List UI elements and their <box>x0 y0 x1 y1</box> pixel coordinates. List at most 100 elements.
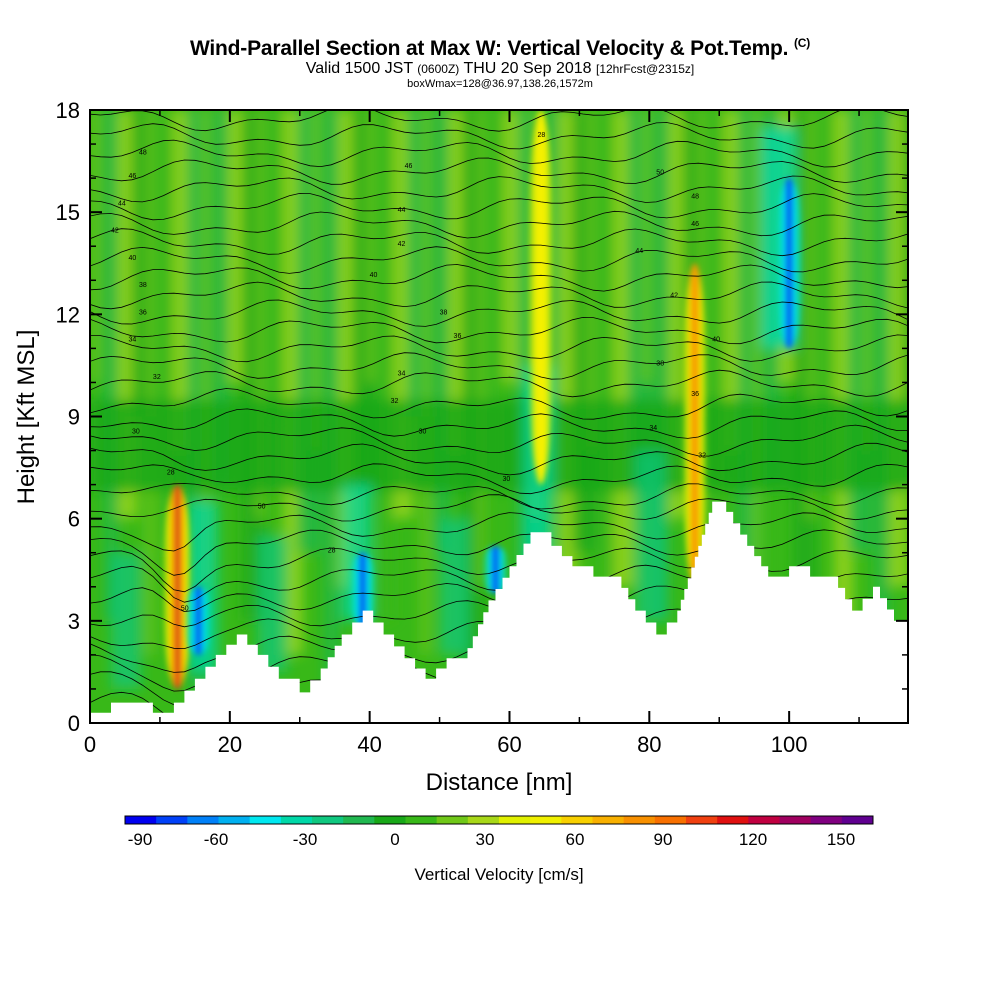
title-text: Wind-Parallel Section at Max W: Vertical… <box>189 37 789 60</box>
contour-label: 32 <box>698 452 706 459</box>
contour-label: 38 <box>139 282 147 289</box>
x-tick-label: 100 <box>771 732 808 757</box>
theta-line <box>90 316 908 345</box>
theta-line <box>90 122 908 150</box>
y-tick-label: 12 <box>56 302 80 327</box>
theta-line <box>90 369 908 398</box>
contour-label: 34 <box>398 371 406 378</box>
theta-line <box>90 529 908 576</box>
colorbar-swatch <box>686 816 718 824</box>
mid-layer <box>90 399 908 492</box>
x-tick-label: 20 <box>218 732 242 757</box>
contour-label: 44 <box>635 248 643 255</box>
contour-label: 46 <box>691 221 699 228</box>
copyright-mark: (C) <box>793 36 811 50</box>
field-stripe <box>902 110 908 485</box>
theta-line <box>90 228 908 257</box>
contour-label: 38 <box>656 360 664 367</box>
theta-line <box>90 210 908 239</box>
colorbar-swatch <box>218 816 251 824</box>
valid-time: Valid 1500 JST <box>305 60 413 77</box>
contour-label: 40 <box>128 255 136 262</box>
field-stripe <box>420 110 431 655</box>
colorbar-swatch <box>810 816 843 824</box>
contour-label: 28 <box>328 548 336 555</box>
field-patch <box>635 450 666 621</box>
contour-label: 46 <box>128 173 136 180</box>
theta-line <box>90 547 908 593</box>
contour-labels: 48 46 44 42 40 38 36 34 32 30 28 50 48 46 44 42 40 38 36 34… <box>111 110 720 613</box>
colorbar-swatch <box>374 816 406 824</box>
theta-line <box>90 264 908 292</box>
contour-label: 30 <box>132 429 140 436</box>
theta-line <box>90 388 908 420</box>
velocity-field: 48 46 44 42 40 38 36 34 32 30 28 50 48 46 44 42 40 38 36 34… <box>90 110 908 723</box>
theta-line <box>90 483 908 510</box>
downdraft-core <box>348 552 377 628</box>
colorbar-swatch <box>499 816 531 824</box>
field-stripe <box>475 110 486 587</box>
colorbar-swatch <box>623 816 656 824</box>
contour-label: 34 <box>649 425 657 432</box>
colorbar-swatch <box>405 816 438 824</box>
colorbar-frame <box>124 815 874 825</box>
box-wmax-info: boxWmax=128@36.97,138.26,1572m <box>407 78 593 90</box>
colorbar-swatch <box>841 816 874 824</box>
theta-line <box>90 512 908 552</box>
colorbar-swatch <box>561 816 593 824</box>
colorbar-swatch <box>467 816 500 824</box>
theta-line <box>90 408 908 439</box>
contour-label: 34 <box>128 337 136 344</box>
field-patch <box>257 535 288 672</box>
contour-label: 42 <box>670 292 678 299</box>
contour-label: 50 <box>181 606 189 613</box>
forecast-info: [12hrFcst@2315z] <box>595 62 695 76</box>
field-stripe <box>365 110 376 383</box>
colorbar-swatch <box>592 816 625 824</box>
theta-line <box>90 192 908 221</box>
y-tick-label: 6 <box>68 507 80 532</box>
contour-label: 48 <box>691 194 699 201</box>
colorbar-tick-label: 120 <box>739 830 767 849</box>
y-tick-label: 0 <box>68 711 80 736</box>
theta-line <box>90 110 908 132</box>
y-tick-label: 15 <box>56 200 80 225</box>
field-stripe <box>145 110 156 655</box>
contour-label: 46 <box>405 163 413 170</box>
field-stripe <box>819 110 835 417</box>
theta-line <box>90 494 908 522</box>
chart-subtitle: Valid 1500 JST (0600Z) THU 20 Sep 2018 [… <box>0 60 1000 78</box>
colorbar-swatch <box>654 816 687 824</box>
downdraft-core <box>184 586 213 655</box>
colorbar-swatch <box>156 816 188 824</box>
field-stripe <box>751 110 762 587</box>
colorbar-swatch <box>187 816 219 824</box>
y-tick-label: 18 <box>56 98 80 123</box>
field-stripe <box>585 110 596 451</box>
field-stripe <box>861 110 872 451</box>
field-stripe <box>213 110 229 485</box>
colorbar-swatch <box>436 816 469 824</box>
theta-line <box>90 352 908 380</box>
field-stripe <box>269 110 285 417</box>
colorbar-swatch <box>343 816 375 824</box>
contour-label: 38 <box>440 309 448 316</box>
y-axis-label: Height [Kft MSL] <box>13 330 40 505</box>
field-stripe <box>310 110 321 451</box>
theta-line <box>90 424 908 457</box>
x-tick-label: 60 <box>497 732 521 757</box>
theta-line <box>90 463 908 495</box>
field-stripe <box>103 110 119 621</box>
contour-label: 44 <box>398 207 406 214</box>
colorbar-tick-label: -60 <box>204 830 229 849</box>
colorbar-swatch <box>779 816 812 824</box>
valid-date: THU 20 Sep 2018 <box>463 60 592 77</box>
contour-label: 30 <box>419 429 427 436</box>
colorbar-tick-label: -90 <box>128 830 153 849</box>
field-stripe <box>379 110 395 621</box>
field-stripe <box>200 110 211 587</box>
colorbar-tick-label: 60 <box>566 830 585 849</box>
theta-line <box>90 139 908 168</box>
